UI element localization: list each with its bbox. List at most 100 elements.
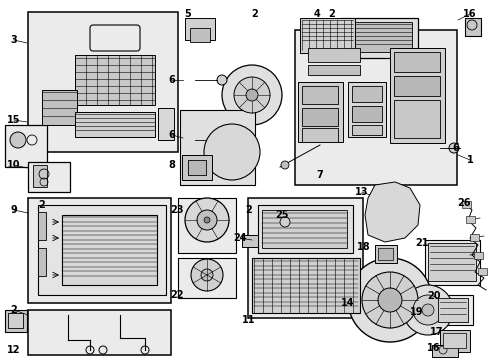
Text: 9: 9 [11, 205, 18, 215]
Text: 2: 2 [328, 9, 335, 19]
Text: 19: 19 [409, 307, 423, 317]
Text: 1: 1 [466, 155, 472, 165]
Text: 20: 20 [427, 291, 440, 301]
Text: 2: 2 [245, 205, 252, 215]
Bar [28, 310, 171, 355]
Text: 25: 25 [275, 210, 288, 220]
Bar [42, 90, 77, 125]
Circle shape [191, 259, 223, 291]
Circle shape [412, 295, 442, 325]
Text: 8: 8 [168, 160, 175, 170]
Text: 24: 24 [233, 233, 246, 243]
Text: 3: 3 [11, 35, 18, 45]
Bar [182, 155, 212, 180]
Bar [38, 212, 46, 240]
Circle shape [234, 77, 269, 113]
Text: 15: 15 [7, 115, 20, 125]
Bar [75, 112, 155, 137]
Bar [33, 165, 47, 187]
Bar [294, 30, 456, 185]
Bar [190, 28, 209, 42]
Bar [28, 162, 70, 192]
Bar [393, 100, 439, 138]
Circle shape [203, 124, 260, 180]
Bar [437, 298, 467, 322]
Bar [262, 210, 346, 248]
Bar [351, 125, 381, 135]
Text: 12: 12 [7, 345, 20, 355]
Circle shape [184, 198, 228, 242]
Text: 4: 4 [313, 9, 320, 19]
Bar [158, 108, 174, 140]
Bar [187, 160, 205, 175]
Bar [377, 248, 392, 260]
Bar [347, 82, 385, 137]
Text: 7: 7 [316, 170, 323, 180]
Text: 6: 6 [168, 130, 175, 140]
Polygon shape [364, 182, 419, 242]
Bar [5, 125, 47, 167]
Bar [389, 48, 444, 143]
Bar [343, 22, 411, 52]
Bar [351, 86, 381, 102]
Bar [439, 330, 469, 352]
Text: 6: 6 [168, 75, 175, 85]
Text: 26: 26 [456, 198, 470, 208]
Text: 17: 17 [429, 327, 443, 337]
Circle shape [377, 288, 401, 312]
Bar [28, 198, 171, 303]
Bar [178, 258, 236, 298]
Text: 13: 13 [354, 187, 368, 197]
Bar [8, 313, 23, 328]
Text: 6: 6 [452, 143, 458, 153]
Bar [374, 245, 396, 263]
Circle shape [222, 65, 282, 125]
Bar [28, 12, 178, 152]
Text: 18: 18 [356, 242, 370, 252]
Bar [38, 205, 165, 295]
Bar [393, 52, 439, 72]
Circle shape [203, 217, 209, 223]
Bar [469, 234, 478, 241]
Text: 22: 22 [170, 290, 183, 300]
Bar [5, 310, 27, 332]
Bar [434, 295, 472, 325]
Bar [431, 345, 457, 357]
Text: 2: 2 [39, 200, 45, 210]
Bar [62, 215, 157, 285]
Bar [393, 76, 439, 96]
Bar [339, 18, 417, 58]
Text: 23: 23 [170, 205, 183, 215]
Text: 2: 2 [251, 9, 258, 19]
Circle shape [217, 75, 226, 85]
Text: 10: 10 [7, 160, 20, 170]
Bar [302, 86, 337, 104]
Text: 21: 21 [414, 238, 428, 248]
Circle shape [421, 304, 433, 316]
Circle shape [402, 285, 452, 335]
Circle shape [201, 269, 213, 281]
Circle shape [215, 135, 224, 145]
Circle shape [361, 272, 417, 328]
Bar [307, 65, 359, 75]
Circle shape [10, 132, 26, 148]
Bar [461, 201, 470, 208]
Bar [427, 243, 475, 281]
Bar [247, 198, 362, 318]
Bar [297, 82, 342, 142]
Text: 2: 2 [11, 305, 18, 315]
Bar [465, 216, 474, 223]
Bar [442, 333, 465, 348]
Bar [307, 48, 359, 62]
Bar [424, 240, 479, 285]
Circle shape [281, 161, 288, 169]
Circle shape [280, 217, 289, 227]
Bar [477, 268, 486, 275]
Circle shape [347, 258, 431, 342]
Circle shape [197, 210, 217, 230]
Text: 5: 5 [184, 9, 191, 19]
Text: 11: 11 [242, 315, 255, 325]
Bar [184, 18, 215, 40]
Bar [180, 110, 254, 185]
Bar [473, 252, 482, 259]
